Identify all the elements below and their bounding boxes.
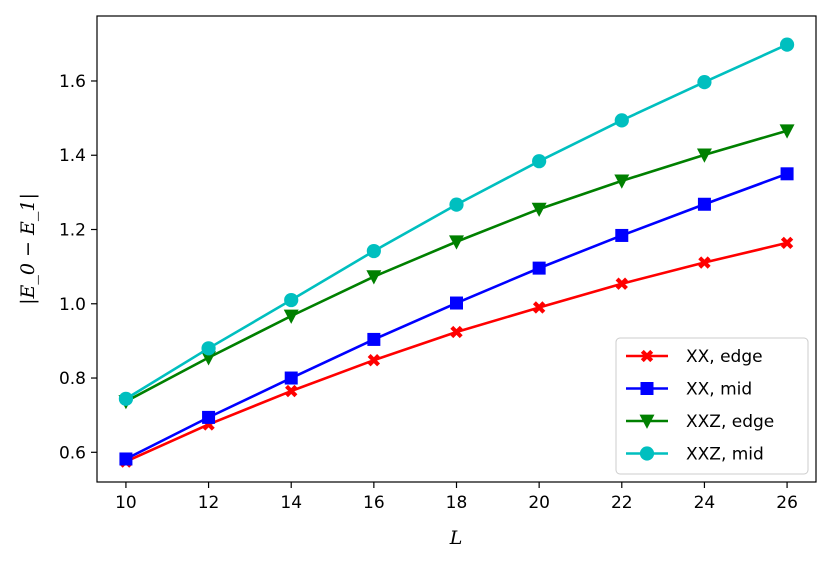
x-tick-label: 26: [776, 493, 798, 513]
data-point: [450, 296, 463, 310]
data-point: [283, 309, 299, 324]
data-point: [284, 371, 298, 385]
data-point: [285, 384, 298, 398]
y-tick-label: 1.6: [59, 72, 86, 92]
data-point: [449, 197, 464, 212]
x-tick-label: 22: [611, 493, 633, 513]
data-point: [367, 332, 381, 346]
x-tick-label: 14: [280, 493, 302, 513]
x-tick-label: 12: [198, 493, 220, 513]
data-point: [698, 256, 711, 269]
data-point: [201, 341, 216, 356]
data-point: [284, 292, 299, 308]
series-xxz-edge: [118, 124, 795, 410]
data-point: [614, 174, 630, 189]
y-tick-label: 0.6: [59, 443, 86, 463]
y-tick-label: 0.8: [59, 369, 86, 389]
data-point: [119, 452, 133, 466]
data-point: [202, 410, 216, 424]
data-point: [532, 154, 547, 169]
x-tick-label: 20: [528, 493, 550, 513]
y-tick-label: 1.0: [59, 295, 86, 315]
data-point: [779, 124, 795, 139]
x-axis-label: L: [449, 527, 463, 549]
x-tick-label: 16: [363, 493, 385, 513]
x-tick-label: 24: [694, 493, 716, 513]
data-point: [615, 277, 628, 290]
data-point: [615, 228, 629, 242]
data-point: [450, 325, 463, 339]
series-layer: [118, 37, 795, 468]
y-tick-label: 1.4: [59, 146, 86, 166]
legend-marker: [640, 382, 654, 395]
data-point: [118, 391, 134, 406]
data-point: [779, 37, 795, 52]
legend-label: XX, edge: [686, 347, 763, 367]
legend-marker: [640, 349, 654, 363]
data-point: [780, 236, 794, 250]
data-point: [696, 148, 712, 163]
legend-entry: XXZ, mid: [626, 445, 764, 465]
legend-label: XXZ, edge: [686, 412, 774, 432]
data-point: [780, 167, 794, 181]
data-point: [532, 261, 546, 275]
y-tick-label: 1.2: [59, 221, 86, 241]
data-point: [531, 202, 547, 217]
y-axis-label: |E_0 − E_1|: [17, 193, 39, 305]
legend-box: [615, 337, 809, 475]
x-tick-label: 10: [115, 493, 137, 513]
data-point: [366, 243, 381, 259]
legend-marker: [639, 414, 655, 429]
x-tick-label: 18: [446, 493, 468, 513]
data-point: [367, 354, 381, 367]
legend-marker: [639, 446, 655, 461]
series-xxz-mid: [118, 37, 795, 406]
plot-area-frame: [96, 15, 817, 483]
legend-entry: XXZ, edge: [626, 412, 774, 432]
legend: XX, edge XX, mid XXZ, edge XXZ, mid: [615, 337, 809, 475]
legend-entry: XX, mid: [626, 380, 752, 400]
data-point: [614, 113, 629, 128]
legend-entry: XX, edge: [626, 347, 763, 367]
data-point: [532, 301, 546, 314]
axis-ticks: 10 12 14 16 18 20 22 24 26 0.6 0.8 1.0 1.2 1.4 1.6: [59, 72, 798, 513]
data-point: [697, 197, 711, 211]
data-point: [449, 235, 464, 250]
data-point: [366, 270, 382, 285]
data-point: [697, 74, 712, 90]
series-xx-mid: [119, 167, 794, 466]
legend-label: XX, mid: [686, 380, 752, 400]
legend-label: XXZ, mid: [686, 445, 764, 465]
data-point: [201, 351, 217, 366]
